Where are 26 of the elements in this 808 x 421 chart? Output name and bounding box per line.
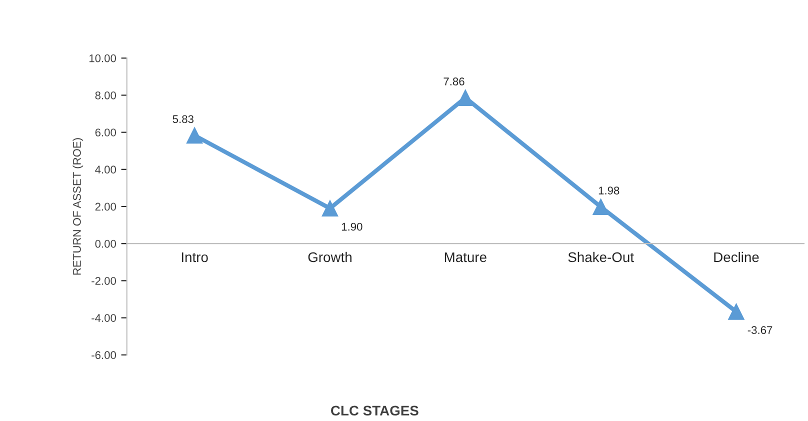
y-tick-label: -6.00: [92, 351, 116, 360]
x-tick-label: Shake-Out: [568, 252, 634, 262]
y-tick-label: 0.00: [95, 240, 116, 248]
y-tick-label: -4.00: [92, 314, 116, 322]
point: [322, 200, 338, 217]
x-axis-title: CLC STAGES: [331, 406, 418, 416]
x-tick-label: Intro: [182, 252, 208, 262]
y-tick-label: 10.00: [89, 54, 116, 62]
y-axis-title: RETURN OF ASSET (ROE): [72, 138, 84, 275]
y-tick-label: -2.00: [92, 276, 116, 285]
point: [186, 127, 203, 144]
data-label: -3.67: [748, 326, 772, 334]
data-label: 5.83: [172, 115, 194, 124]
data-label: 7.86: [444, 78, 464, 86]
data-label: 1.98: [598, 186, 620, 194]
data-label: 1.90: [342, 222, 362, 231]
y-tick-label: 6.00: [95, 128, 116, 136]
y-tick-label: 4.00: [95, 166, 116, 174]
y-tick-label: 8.00: [95, 91, 116, 100]
point: [457, 90, 474, 106]
y-tick-label: 2.00: [95, 202, 116, 211]
point: [592, 198, 609, 216]
point: [728, 304, 744, 320]
x-tick-label: Mature: [444, 252, 486, 262]
x-tick-label: Growth: [308, 252, 352, 262]
x-tick-label: Decline: [714, 252, 759, 262]
